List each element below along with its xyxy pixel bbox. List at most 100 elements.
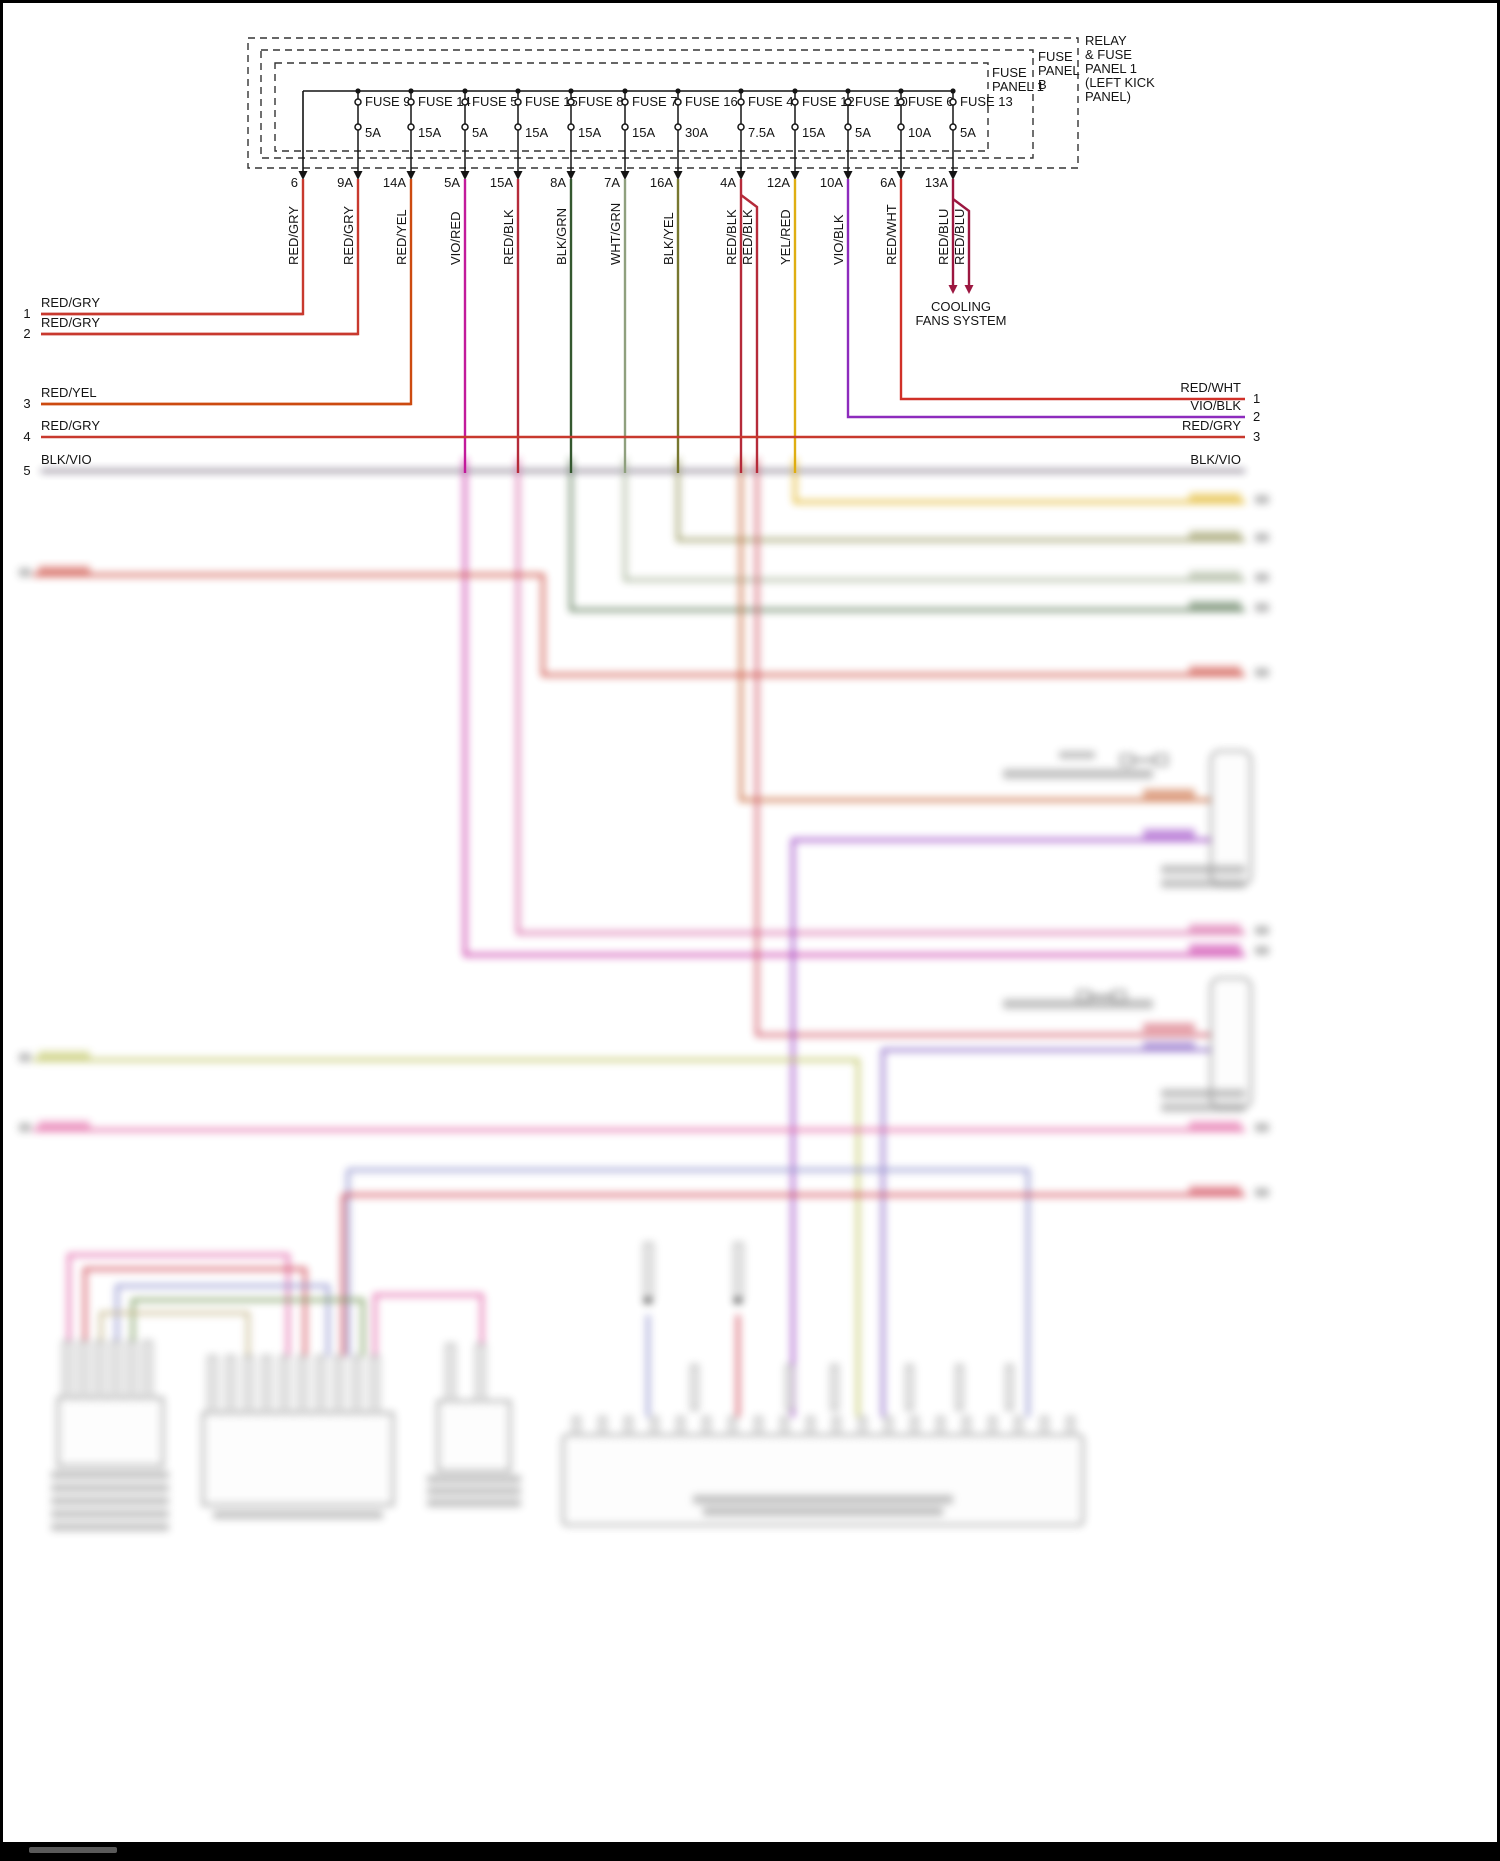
wire-red-blk-branch bbox=[740, 194, 759, 473]
fuse-name: FUSE 9 bbox=[365, 94, 411, 109]
fuse-name: FUSE 7 bbox=[632, 94, 678, 109]
blurred-connector-pin bbox=[624, 1416, 633, 1436]
blurred-connector-pin bbox=[297, 1355, 308, 1414]
fuse-terminal bbox=[567, 98, 575, 106]
arrow-down-icon bbox=[948, 285, 958, 294]
blurred-text-blob bbox=[1189, 571, 1241, 580]
arrow-down-icon bbox=[843, 171, 853, 180]
fuse-panel-b-label: B bbox=[1038, 77, 1047, 92]
wire-pin-label: 9A bbox=[337, 175, 353, 190]
fuse-panel-1-label: PANEL 1 bbox=[992, 79, 1044, 94]
fuse-amp: 5A bbox=[855, 125, 871, 140]
fuse-terminal bbox=[354, 98, 362, 106]
fuse-terminal bbox=[949, 98, 957, 106]
fuse-name: FUSE 13 bbox=[960, 94, 1013, 109]
wire-color-label: YEL/RED bbox=[778, 209, 793, 265]
wire-color-label: RED/YEL bbox=[394, 209, 409, 265]
fuse-terminal bbox=[737, 123, 745, 131]
blurred-text-blob bbox=[1255, 1123, 1269, 1132]
blurred-text-blob bbox=[1003, 999, 1153, 1009]
blurred-text-blob bbox=[1143, 789, 1195, 798]
blurred-text-blob bbox=[51, 1523, 169, 1531]
blurred-text-blob bbox=[1059, 751, 1095, 759]
blurred-connector-pin bbox=[690, 1364, 699, 1411]
blurred-connector-pin bbox=[1005, 1364, 1014, 1411]
blurred-connector-pin bbox=[78, 1340, 89, 1399]
blurred-connector-pin bbox=[1066, 1416, 1075, 1436]
blurred-text-blob bbox=[1189, 531, 1241, 540]
blurred-component-box bbox=[202, 1412, 394, 1506]
left-rail-pin: 5 bbox=[23, 463, 30, 478]
arrow-down-icon bbox=[353, 171, 363, 180]
blurred-wire bbox=[676, 458, 1245, 542]
left-rail-pin: 2 bbox=[23, 326, 30, 341]
blurred-wire bbox=[569, 458, 1245, 612]
wire-color-label: RED/BLK bbox=[740, 209, 755, 265]
right-rail-label: BLK/VIO bbox=[1190, 452, 1241, 467]
fuse-terminal bbox=[674, 123, 682, 131]
blurred-wire bbox=[131, 1298, 365, 1356]
blurred-connector-pin bbox=[243, 1355, 254, 1414]
blurred-wire bbox=[516, 458, 1245, 935]
relay-panel-label: PANEL 1 bbox=[1085, 61, 1137, 76]
blurred-text-blob bbox=[1255, 1188, 1269, 1197]
wire-pin-label: 13A bbox=[925, 175, 948, 190]
blurred-text-blob bbox=[51, 1471, 169, 1479]
blurred-text-blob bbox=[1161, 879, 1245, 888]
wire-color-label: VIO/RED bbox=[448, 212, 463, 265]
fuse-terminal bbox=[514, 123, 522, 131]
fuse-amp: 5A bbox=[960, 125, 976, 140]
relay-fuse-panel-box bbox=[247, 37, 1079, 169]
fuse-terminal bbox=[567, 123, 575, 131]
blurred-connector-pin bbox=[1014, 1416, 1023, 1436]
wire-pin-label: 16A bbox=[650, 175, 673, 190]
arrow-down-icon bbox=[673, 171, 683, 180]
fuse-terminal bbox=[674, 98, 682, 106]
fuse-amp: 15A bbox=[525, 125, 548, 140]
blurred-connector-pin bbox=[445, 1343, 456, 1402]
arrow-down-icon bbox=[620, 171, 630, 180]
sharp-diagram-layer: RELAY & FUSE PANEL 1 (LEFT KICK PANEL) F… bbox=[23, 33, 1260, 478]
wire-color-label: VIO/BLK bbox=[831, 214, 846, 265]
fuse-amp: 5A bbox=[365, 125, 381, 140]
fuse-name: FUSE 15 bbox=[525, 94, 578, 109]
blurred-wire bbox=[373, 1293, 484, 1356]
blurred-wire bbox=[623, 458, 1245, 582]
wire-vio-blk bbox=[846, 179, 1245, 419]
blurred-text-blob bbox=[1255, 533, 1269, 542]
blurred-text-blob bbox=[1255, 946, 1269, 955]
blurred-wire bbox=[33, 1058, 860, 1417]
cooling-fans-system-label: FANS SYSTEM bbox=[915, 313, 1006, 328]
fuse-name: FUSE 8 bbox=[578, 94, 624, 109]
blurred-connector-pin bbox=[910, 1416, 919, 1436]
relay-panel-label: RELAY bbox=[1085, 33, 1127, 48]
fuse-panel-1-label: FUSE bbox=[992, 65, 1027, 80]
wire-color-label: RED/GRY bbox=[286, 206, 301, 265]
blurred-connector-pin bbox=[962, 1416, 971, 1436]
blurred-text-blob bbox=[19, 568, 31, 577]
blurred-text-blob bbox=[19, 1053, 31, 1062]
fuse-terminal bbox=[407, 123, 415, 131]
left-rail-label: RED/GRY bbox=[41, 315, 100, 330]
fuse-terminal bbox=[897, 123, 905, 131]
right-rail-pin: 3 bbox=[1253, 429, 1260, 444]
blurred-text-blob bbox=[427, 1487, 521, 1495]
right-rail-label: RED/GRY bbox=[1182, 418, 1241, 433]
blurred-component-box bbox=[57, 1397, 164, 1467]
wire-pin-label: 6 bbox=[291, 175, 298, 190]
right-rail-label: RED/WHT bbox=[1180, 380, 1241, 395]
blurred-connector-pin bbox=[806, 1416, 815, 1436]
wire-red-gry bbox=[41, 179, 305, 316]
wire-red-gry bbox=[41, 179, 360, 336]
blurred-text-blob bbox=[51, 1510, 169, 1518]
blurred-wire bbox=[67, 1253, 290, 1356]
blurred-text-blob bbox=[38, 566, 90, 575]
blurred-text-blob bbox=[1189, 601, 1241, 610]
right-rail-pin: 2 bbox=[1253, 409, 1260, 424]
fuse-amp: 15A bbox=[418, 125, 441, 140]
blurred-wire bbox=[348, 1168, 1030, 1417]
fuse-panel-b-label: FUSE bbox=[1038, 49, 1073, 64]
arrow-down-icon bbox=[896, 171, 906, 180]
fuse-name: FUSE 5 bbox=[472, 94, 518, 109]
wire-pin-label: 15A bbox=[490, 175, 513, 190]
